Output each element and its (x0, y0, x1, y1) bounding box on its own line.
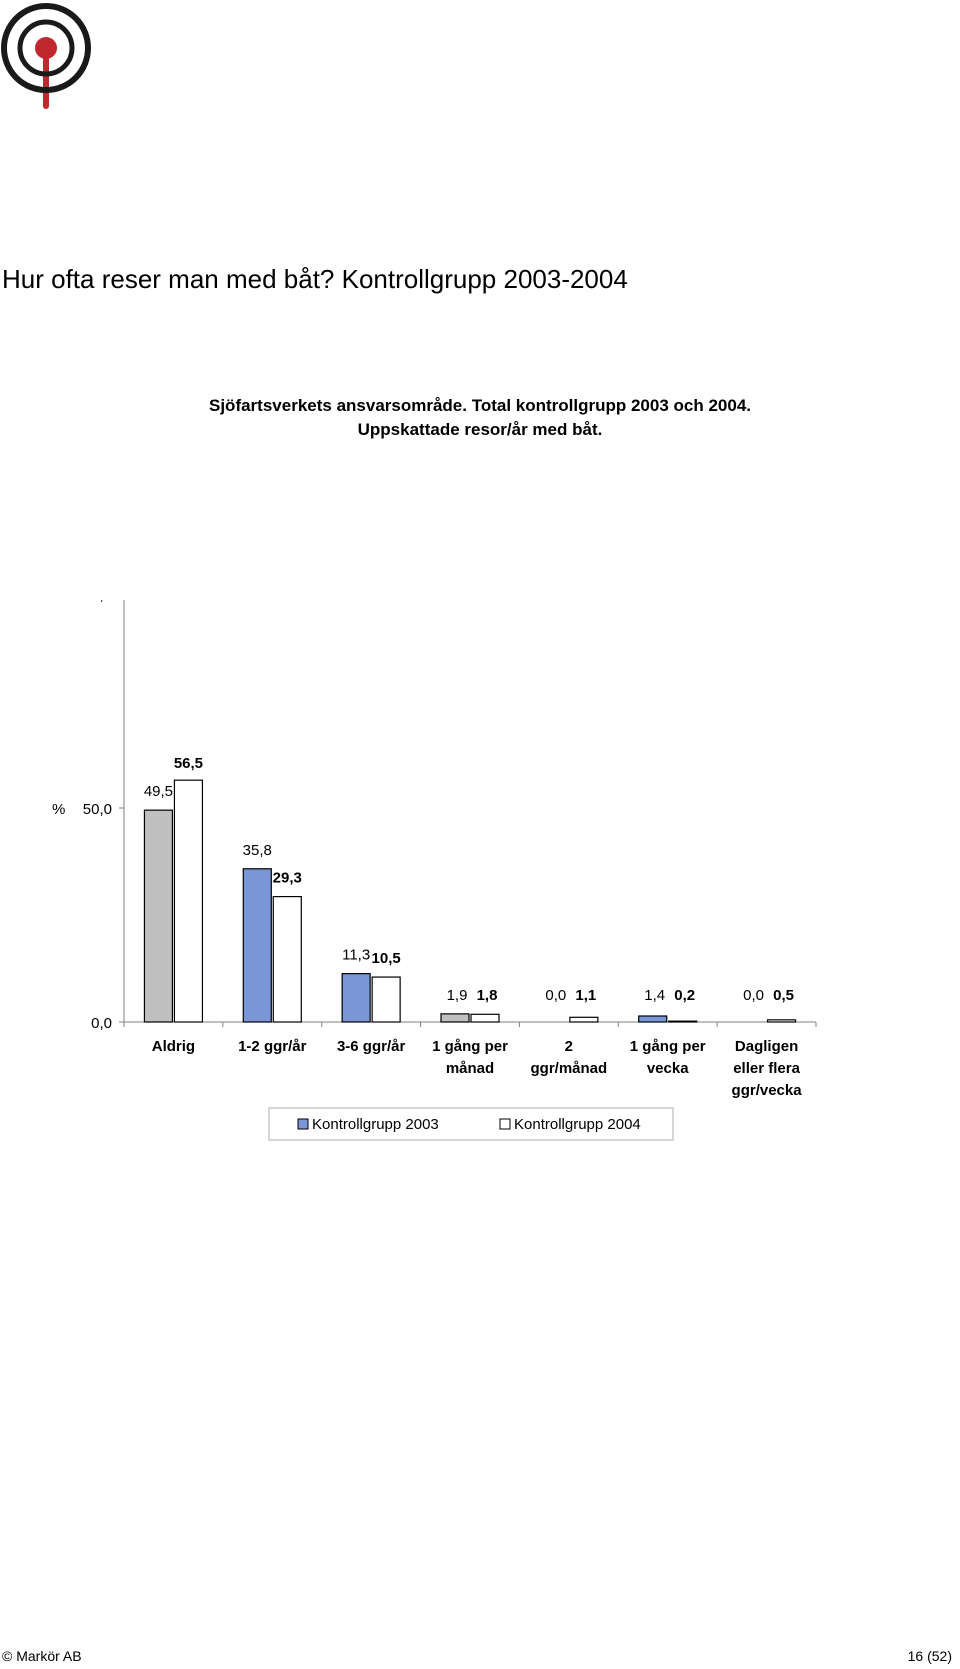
bar-2004 (569, 1016, 599, 1023)
data-label-2004: 0,2 (674, 987, 695, 1004)
data-label-2004: 1,8 (477, 987, 498, 1004)
bar-2004 (272, 895, 302, 1023)
bar-2003 (638, 1015, 668, 1023)
data-label-2004: 0,5 (773, 987, 794, 1004)
y-tick-label: 100,0 (74, 600, 112, 604)
bar-2004 (766, 1019, 797, 1023)
data-label-2004: 56,5 (174, 755, 203, 772)
legend-label: Kontrollgrupp 2003 (312, 1116, 439, 1133)
legend-box (268, 1107, 674, 1141)
x-tick-label: 1-2 ggr/år (238, 1038, 307, 1055)
data-label-2003: 1,4 (644, 987, 665, 1004)
data-label-2003: 49,5 (144, 783, 173, 800)
bar-chart: 0,0 50,0 100,0% 49,556,5 Aldrig 35,829,3 1-2 g… (52, 600, 817, 1141)
data-label-2004: 29,3 (273, 870, 302, 887)
x-tick-label: 1 gång per (432, 1038, 508, 1055)
data-label-2003: 1,9 (447, 987, 468, 1004)
x-tick-label: vecka (647, 1060, 689, 1077)
bar-2003 (242, 868, 272, 1023)
x-tick-label: 2 (565, 1038, 573, 1055)
y-tick-label: 50,0 (83, 801, 112, 818)
data-label-2003: 0,0 (743, 987, 764, 1004)
data-label-2003: 35,8 (243, 842, 272, 859)
bar-2004 (668, 1020, 698, 1023)
page-heading: Hur ofta reser man med båt? Kontrollgrup… (2, 264, 628, 294)
legend-swatch (297, 1118, 309, 1130)
x-tick-label: ggr/månad (531, 1060, 608, 1077)
bar-2003 (143, 809, 174, 1023)
logo-outer-ring (1, 3, 91, 93)
chart-title: Sjöfartsverkets ansvarsområde. Total kon… (0, 394, 960, 442)
x-tick-label: eller flera (733, 1060, 800, 1077)
data-label-2004: 10,5 (372, 950, 401, 967)
bar-2003 (341, 973, 371, 1023)
x-tick-label: ggr/vecka (732, 1082, 803, 1099)
y-axis-title: % (52, 801, 65, 818)
x-tick-label: Dagligen (735, 1038, 798, 1055)
legend-swatch (499, 1118, 511, 1130)
x-tick-label: 3-6 ggr/år (337, 1038, 406, 1055)
bar-2004 (371, 976, 401, 1023)
x-tick-label: månad (446, 1060, 494, 1077)
x-tick-label: Aldrig (152, 1038, 195, 1055)
logo-inner-ring (17, 19, 75, 77)
data-label-2003: 11,3 (342, 947, 370, 964)
footer-copyright: © Markör AB (2, 1648, 82, 1664)
data-label-2003: 0,0 (545, 987, 566, 1004)
y-tick-label: 0,0 (91, 1015, 112, 1032)
chart-title-line-1: Sjöfartsverkets ansvarsområde. Total kon… (209, 396, 751, 415)
x-tick-label: 1 gång per (630, 1038, 706, 1055)
bar-2004 (470, 1013, 500, 1023)
chart-title-line-2: Uppskattade resor/år med båt. (357, 420, 603, 439)
target-logo-icon (1, 3, 91, 109)
logo-center-dot (35, 37, 57, 59)
bar-2003 (440, 1013, 470, 1023)
bar-2004 (173, 779, 204, 1023)
legend-label: Kontrollgrupp 2004 (514, 1116, 641, 1133)
footer-page-number: 16 (52) (907, 1648, 952, 1664)
data-label-2004: 1,1 (575, 987, 596, 1004)
